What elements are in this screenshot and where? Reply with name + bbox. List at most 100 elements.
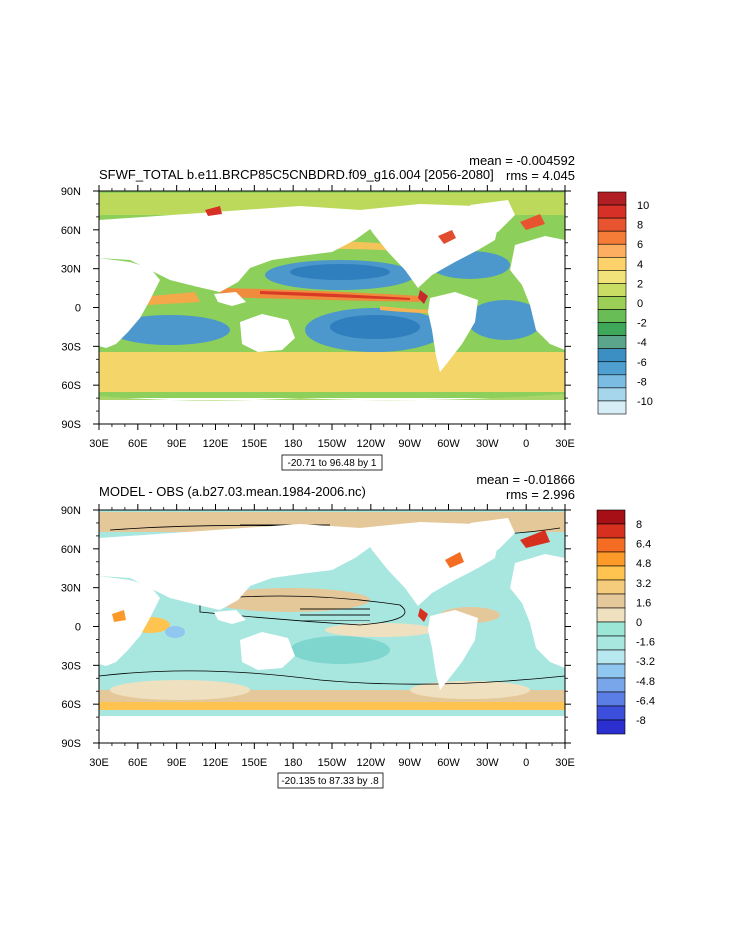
colorbar-swatch [597,191,627,206]
colorbar-swatch [597,256,627,271]
colorbar-tick-label: 2 [637,278,643,290]
colorbar-tick-label: -4.8 [636,676,655,688]
range-label: -20.135 to 87.33 by .8 [281,776,379,787]
x-tick-label: 90E [167,757,187,769]
y-tick-label: 90N [61,505,81,517]
colorbar-swatch [597,387,627,402]
y-tick-label: 30N [61,583,81,595]
colorbar-swatch [597,322,627,336]
maritime-continent [214,610,246,624]
colorbar-tick-label: -2 [637,318,647,330]
y-tick-label: 60S [61,699,81,711]
colorbar-swatch [596,635,626,651]
mean-label: mean = -0.01866 [476,472,575,487]
x-tick-label: 180 [284,757,302,769]
north-america-land [360,204,500,288]
colorbar-swatch [596,677,626,693]
x-tick-label: 90W [398,438,421,450]
range-label: -20.71 to 96.48 by 1 [288,458,377,469]
y-tick-label: 90S [61,738,81,750]
y-tick-label: 0 [75,622,81,634]
rms-label: rms = 2.996 [506,487,575,502]
x-tick-label: 30E [555,438,575,450]
eurasia-land [99,524,380,610]
colorbar-tick-label: 10 [637,200,649,212]
x-tick-label: 30W [476,438,499,450]
colorbar-tick-label: -6 [637,357,647,369]
south-america-land [428,610,478,690]
x-tick-label: 30E [89,757,109,769]
colorbar-swatch [596,663,626,679]
x-tick-label: 150W [318,757,347,769]
colorbar-swatch [597,217,627,232]
colorbar-swatch [596,607,626,623]
map-field [98,510,566,743]
colorbar-swatch [596,565,626,581]
europe-africa-east [510,236,565,350]
colorbar-tick-label: 8 [636,519,642,531]
x-tick-label: 60E [128,438,148,450]
colorbar-swatch [597,335,627,350]
panel-title: SFWF_TOTAL b.e11.BRCP85C5CNBDRD.f09_g16.… [99,167,494,182]
greenland-land [470,518,515,550]
y-tick-label: 30N [61,264,81,276]
x-tick-label: 30E [89,438,109,450]
colorbar-swatch [597,361,627,376]
x-tick-label: 120E [203,438,229,450]
colorbar-swatch [596,579,626,595]
colorbar-tick-label: 3.2 [636,578,651,590]
range-label-box [281,454,383,471]
colorbar-swatch [597,243,627,258]
colorbar-swatch [596,593,626,609]
colorbar-swatch [596,705,626,721]
north-america-land [360,522,500,606]
x-tick-label: 120W [356,757,385,769]
colorbar-swatch [596,537,626,553]
x-tick-label: 150E [241,757,267,769]
australia-land [240,314,295,352]
map-axes: 30E 60E 90E 120E 150E 180 150W 120W 90W 60W 30W 0 30… [61,185,575,450]
colorbar-tick-label: 4 [637,259,643,271]
colorbar-tick-label: -4 [637,337,647,349]
colorbar-swatch [597,348,627,363]
colorbar-tick-label: -1.6 [636,637,655,649]
colorbar-swatch [596,719,626,735]
x-tick-label: 30W [476,757,499,769]
x-tick-label: 90W [398,757,421,769]
x-tick-label: 180 [284,438,302,450]
colorbar-swatch [597,309,627,323]
y-tick-label: 30S [61,660,81,672]
y-tick-label: 60N [61,544,81,556]
eurasia-land [99,206,380,292]
europe-africa-east [510,554,565,668]
south-america-land [428,292,478,372]
map-field [99,191,565,424]
colorbar-tick-label: -10 [637,396,653,408]
rms-label: rms = 4.045 [506,168,575,183]
colorbar-tick-label: 4.8 [636,558,651,570]
colorbar-tick-label: -6.4 [636,695,655,707]
colorbar-swatch [596,621,626,637]
colorbar-swatch [596,551,626,567]
colorbar-tick-label: -8 [637,376,647,388]
x-tick-label: 60E [128,757,148,769]
x-tick-label: 90E [167,438,187,450]
maritime-continent [214,292,246,306]
y-tick-label: 60S [61,380,81,392]
colorbar-tick-label: 6 [637,239,643,251]
colorbar: 8 6.4 4.8 3.2 1.6 0 -1.6 -3.2 -4.8 -6.4 -8 [596,509,655,735]
x-tick-label: 120W [356,438,385,450]
map-axes: 30E 60E 90E 120E 150E 180 150W 120W 90W 60W 30W 0 30… [61,504,575,769]
colorbar-swatch [596,509,626,525]
bottom-map-panel: MODEL - OBS (a.b27.03.mean.1984-2006.nc)… [61,472,655,789]
colorbar-tick-label: -8 [636,715,646,727]
x-tick-label: 60W [437,438,460,450]
colorbar-swatch [597,270,627,284]
y-tick-label: 30S [61,341,81,353]
x-tick-label: 0 [523,438,529,450]
greenland-land [470,200,515,232]
colorbar-swatch [596,649,626,665]
y-tick-label: 90S [61,419,81,431]
colorbar: 10 8 6 4 2 0 -2 -4 -6 -8 -10 [597,191,653,415]
